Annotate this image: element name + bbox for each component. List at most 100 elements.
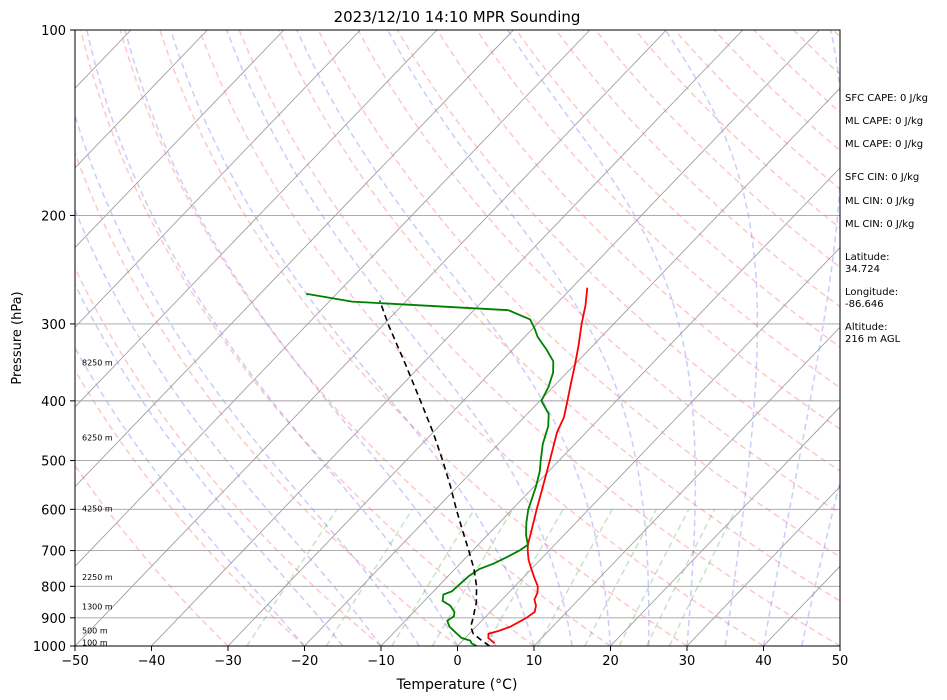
height-label: 100 m (82, 638, 108, 647)
x-tick-label: 20 (602, 654, 619, 669)
moist-adiabat (75, 113, 420, 646)
isotherm-line (686, 485, 840, 646)
dry-adiabat (75, 266, 382, 646)
dry-adiabat (159, 30, 688, 646)
height-labels: 100 m 500 m 1300 m 2250 m 4250 m 6250 m 8250 m (82, 359, 113, 648)
mixing-ratio-line (391, 508, 475, 646)
moist-adiabat (124, 30, 497, 646)
mixing-ratio-line (431, 508, 514, 646)
isotherm-line (75, 30, 208, 169)
isotherm-line (533, 326, 840, 646)
dewpoint-line (305, 292, 555, 646)
moist-adiabat (762, 30, 840, 646)
y-tick-label: 300 (41, 318, 66, 333)
altitude-value: 216 m AGL (845, 334, 901, 345)
x-axis-ticks: −50 −40 −30 −20 −10 0 10 20 30 40 50 (61, 646, 848, 669)
dry-adiabat (278, 30, 840, 602)
parcel-line (379, 300, 491, 646)
moist-adiabat (75, 346, 306, 646)
reference-lines (75, 30, 840, 646)
x-tick-label: 30 (679, 654, 696, 669)
y-tick-label: 700 (41, 545, 66, 560)
moist-adiabat (296, 30, 612, 646)
height-label: 1300 m (82, 603, 113, 612)
isotherm-line (380, 167, 840, 646)
dry-adiabat (476, 30, 840, 389)
altitude-label: Altitude: (845, 322, 888, 333)
mixing-ratio-line (485, 508, 564, 646)
moist-adiabat (801, 478, 840, 646)
x-tick-label: −40 (138, 654, 165, 669)
moist-adiabat (169, 30, 535, 646)
x-tick-label: −30 (214, 654, 241, 669)
moist-adiabat (86, 30, 459, 646)
isotherm-line (304, 87, 840, 646)
moist-adiabat (75, 208, 382, 646)
y-axis-label: Pressure (hPa) (10, 291, 25, 384)
moist-adiabat (386, 30, 650, 646)
x-tick-label: 40 (755, 654, 772, 669)
dry-adiabat (75, 464, 229, 646)
isotherm-line (75, 30, 591, 567)
isotherm-line (227, 30, 820, 646)
x-axis-label: Temperature (°C) (396, 677, 518, 693)
height-label: 2250 m (82, 573, 113, 582)
dry-adiabat (515, 30, 840, 348)
moist-adiabat (506, 30, 697, 646)
mixing-ratio-line (537, 508, 613, 646)
isotherm-line (75, 30, 361, 328)
x-tick-label: −20 (291, 654, 318, 669)
dry-adiabat (75, 368, 305, 646)
latitude-value: 34.724 (845, 264, 880, 275)
series-layer (305, 287, 589, 646)
dry-adiabat (79, 30, 535, 646)
moist-adiabat (225, 30, 574, 646)
x-tick-label: −50 (61, 654, 88, 669)
height-label: 8250 m (82, 359, 113, 368)
y-tick-label: 1000 (33, 640, 66, 655)
isotherm-line (75, 30, 285, 249)
ml-cape-text-2: ML CAPE: 0 J/kg (845, 139, 924, 150)
isotherm-line (457, 246, 840, 646)
latitude-label: Latitude: (845, 252, 890, 263)
ml-cin-text-2: ML CIN: 0 J/kg (845, 219, 915, 230)
height-label: 6250 m (82, 433, 113, 442)
y-tick-label: 800 (41, 580, 66, 595)
mixing-ratio-line (584, 508, 658, 646)
y-tick-label: 200 (41, 209, 66, 224)
y-tick-label: 600 (41, 503, 66, 518)
dry-adiabat (198, 30, 764, 646)
x-tick-label: 50 (832, 654, 849, 669)
isotherm-line (75, 30, 438, 408)
longitude-value: -86.646 (845, 299, 884, 310)
y-tick-label: 500 (41, 455, 66, 470)
longitude-label: Longitude: (845, 287, 899, 298)
dry-adiabat (119, 30, 611, 646)
mixing-ratio-line (645, 508, 716, 646)
ml-cin-text-1: ML CIN: 0 J/kg (845, 196, 915, 207)
dry-adiabat (555, 30, 840, 308)
moist-adiabat (664, 30, 759, 646)
height-label: 4250 m (82, 504, 113, 513)
sfc-cin-text: SFC CIN: 0 J/kg (845, 172, 920, 183)
sfc-cape-text: SFC CAPE: 0 J/kg (845, 93, 928, 104)
height-label: 500 m (82, 627, 108, 636)
isotherm-line (75, 30, 667, 646)
x-tick-label: −10 (367, 654, 394, 669)
ml-cape-text-1: ML CAPE: 0 J/kg (845, 116, 924, 127)
isotherm-line (151, 30, 744, 646)
y-tick-label: 400 (41, 395, 66, 410)
mixing-ratio-line (668, 508, 737, 646)
grid (75, 30, 840, 646)
y-tick-label: 900 (41, 612, 66, 627)
dry-adiabat (357, 30, 840, 515)
x-tick-label: 10 (526, 654, 543, 669)
isotherm-line (75, 30, 514, 488)
dry-adiabat (238, 30, 840, 646)
y-axis-ticks: 100 200 300 400 500 600 700 800 900 1000 (33, 24, 75, 655)
x-tick-label: 0 (453, 654, 461, 669)
y-tick-label: 100 (41, 24, 66, 39)
moist-adiabat (75, 282, 344, 646)
